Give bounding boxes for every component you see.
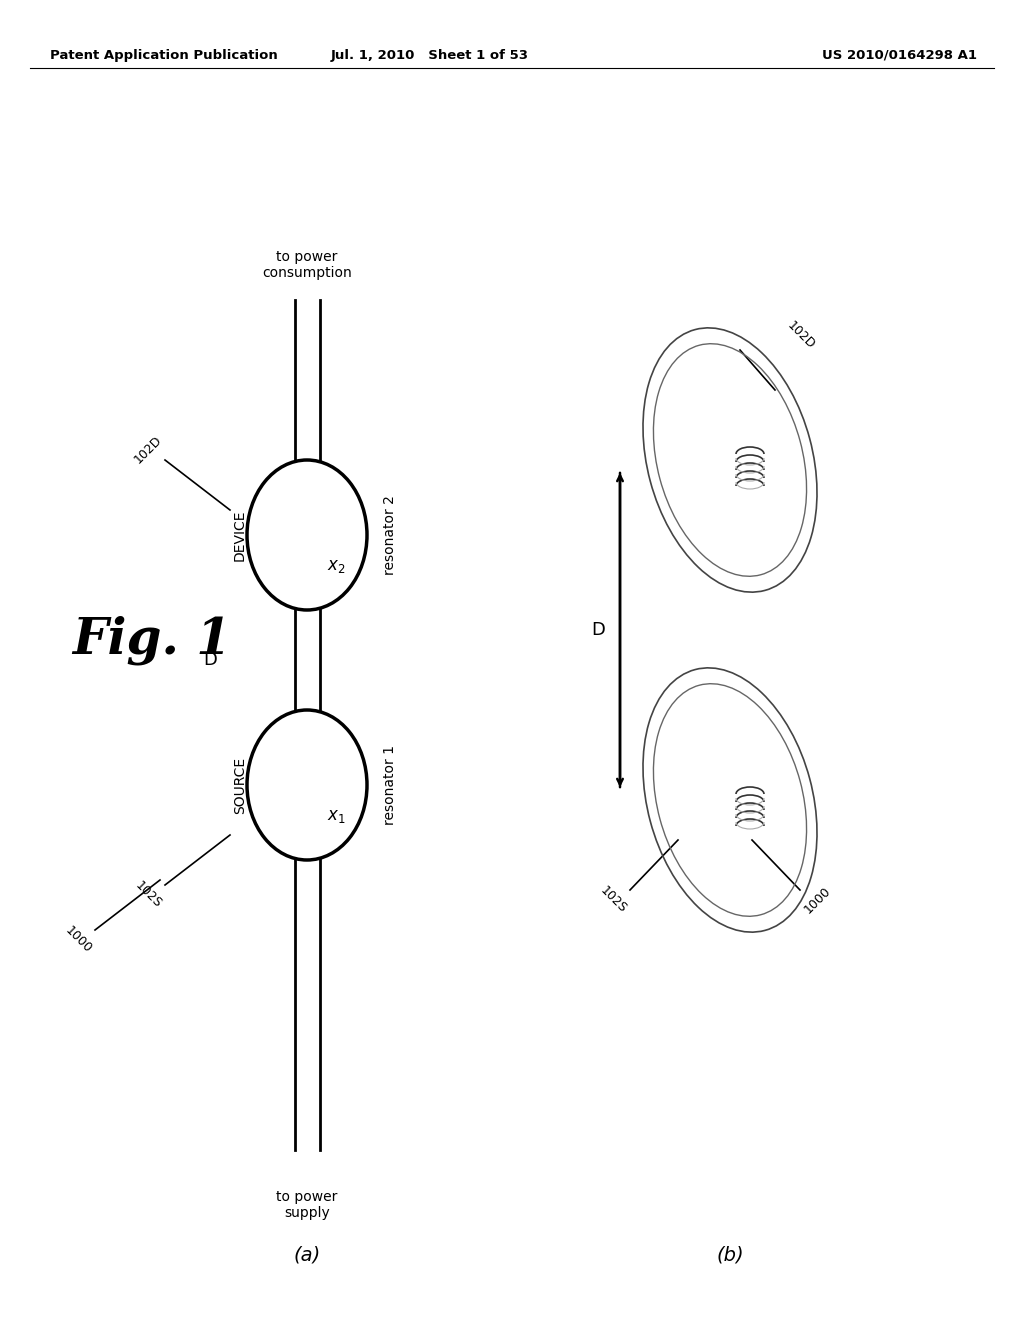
Text: 102D: 102D (785, 318, 818, 351)
Text: US 2010/0164298 A1: US 2010/0164298 A1 (822, 49, 978, 62)
Ellipse shape (247, 459, 367, 610)
Text: 1000: 1000 (801, 884, 833, 916)
Text: D: D (203, 651, 217, 669)
Text: $x_1$: $x_1$ (327, 807, 346, 825)
Text: DEVICE: DEVICE (233, 510, 247, 561)
Text: to power
supply: to power supply (276, 1191, 338, 1220)
Text: 102S: 102S (132, 879, 164, 911)
Text: Patent Application Publication: Patent Application Publication (50, 49, 278, 62)
Text: (b): (b) (716, 1246, 743, 1265)
Text: D: D (591, 620, 605, 639)
Text: SOURCE: SOURCE (233, 756, 247, 813)
Text: resonator 1: resonator 1 (383, 744, 397, 825)
Text: 102S: 102S (597, 884, 629, 916)
Text: Jul. 1, 2010   Sheet 1 of 53: Jul. 1, 2010 Sheet 1 of 53 (331, 49, 529, 62)
Text: (a): (a) (293, 1246, 321, 1265)
Text: 102D: 102D (132, 433, 165, 466)
Text: resonator 2: resonator 2 (383, 495, 397, 576)
Text: $x_2$: $x_2$ (327, 557, 345, 576)
Text: Fig. 1: Fig. 1 (72, 615, 231, 665)
Text: 1000: 1000 (62, 924, 94, 956)
Text: to power
consumption: to power consumption (262, 249, 352, 280)
Ellipse shape (247, 710, 367, 861)
